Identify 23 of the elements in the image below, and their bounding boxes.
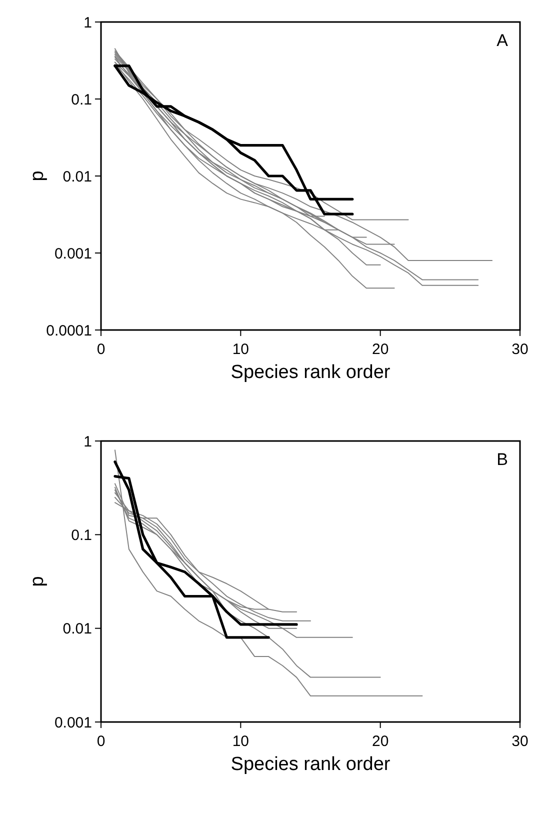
y-axis-title: p [27,576,48,587]
y-tick-label: 0.1 [71,526,92,544]
x-tick-label: 10 [232,733,250,750]
y-tick-label: 1 [84,14,92,32]
y-tick-label: 0.01 [62,620,92,638]
x-tick-label: 10 [232,341,250,358]
y-tick-label: 1 [84,433,92,450]
x-tick-label: 30 [512,341,528,358]
y-tick-label: 0.001 [54,714,92,732]
x-axis-title: Species rank order [230,362,391,383]
x-tick-label: 30 [512,733,528,750]
x-tick-label: 0 [96,733,106,750]
x-tick-label: 20 [372,733,389,750]
y-tick-label: 0.1 [71,91,92,108]
y-tick-label: 0.01 [62,168,92,186]
x-axis-title: Species rank order [230,754,391,775]
x-tick-label: 20 [372,341,389,358]
annotation: A [496,31,509,50]
y-axis-title: p [27,170,48,182]
y-tick-label: 0.001 [54,245,92,262]
annotation: B [496,450,508,469]
x-tick-label: 0 [96,341,106,358]
y-tick-label: 0.0001 [46,322,92,340]
